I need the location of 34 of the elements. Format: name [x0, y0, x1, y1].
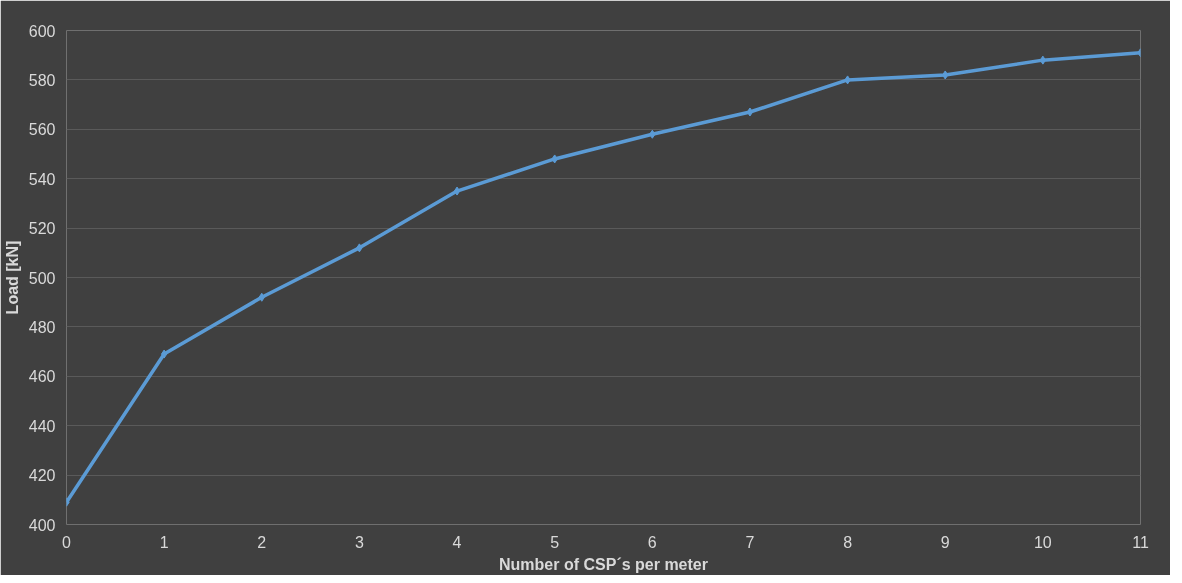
x-tick-label: 11	[1132, 533, 1149, 551]
point	[160, 349, 168, 359]
point	[258, 292, 265, 302]
point	[453, 186, 461, 196]
y-axis-title: Load [kN]	[3, 240, 21, 315]
y-tick-label: 540	[28, 170, 56, 188]
point	[746, 107, 754, 117]
x-tick-label: 10	[1033, 533, 1052, 551]
x-tick-label: 5	[550, 533, 560, 551]
point	[649, 129, 656, 139]
x-tick-label: 4	[452, 533, 462, 551]
y-tick-label: 500	[28, 269, 56, 287]
point	[844, 75, 851, 85]
y-tick-label: 520	[28, 220, 56, 238]
x-tick-label: 6	[647, 533, 657, 551]
y-tick-label: 580	[28, 71, 56, 89]
point	[356, 243, 363, 253]
y-tick-label: 400	[28, 516, 56, 534]
x-tick-label: 7	[745, 533, 755, 551]
y-tick-label: 420	[28, 467, 56, 485]
point	[551, 154, 558, 164]
y-tick-label: 600	[28, 22, 56, 40]
x-tick-label: 1	[159, 533, 169, 551]
y-tick-label: 560	[28, 121, 56, 139]
point	[942, 70, 949, 80]
y-tick-label: 440	[28, 417, 56, 435]
y-tick-label: 480	[28, 318, 56, 336]
x-tick-label: 2	[257, 533, 267, 551]
x-tick-label: 8	[843, 533, 853, 551]
x-tick-label: 3	[354, 533, 364, 551]
x-tick-label: 9	[940, 533, 950, 551]
x-axis-title: Number of CSP´s per meter	[499, 555, 708, 573]
x-tick-label: 0	[62, 533, 72, 551]
y-tick-label: 460	[28, 368, 56, 386]
